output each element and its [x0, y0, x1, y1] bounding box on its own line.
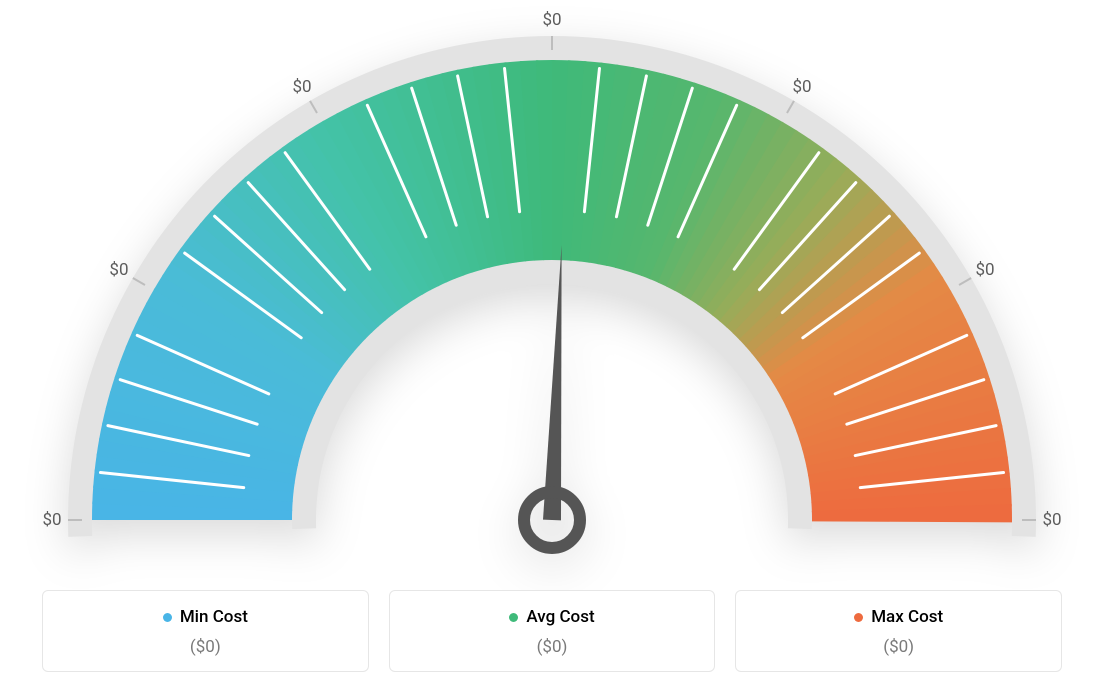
gauge-svg: [42, 0, 1062, 560]
legend-label: Avg Cost: [526, 607, 594, 627]
gauge-tick-label: $0: [109, 260, 128, 280]
legend-card-min: Min Cost ($0): [42, 590, 369, 673]
gauge-tick-label: $0: [975, 260, 994, 280]
legend-value-avg: ($0): [402, 637, 703, 657]
legend-value-max: ($0): [748, 637, 1049, 657]
legend-value-min: ($0): [55, 637, 356, 657]
gauge-tick-label: $0: [42, 510, 61, 530]
legend-row: Min Cost ($0) Avg Cost ($0) Max Cost ($0…: [0, 590, 1104, 673]
gauge-tick-label: $0: [292, 77, 311, 97]
gauge-tick-label: $0: [542, 10, 561, 30]
legend-label: Min Cost: [180, 607, 248, 627]
legend-title-min: Min Cost: [163, 607, 248, 627]
gauge-chart: $0 $0 $0 $0 $0 $0 $0: [42, 0, 1062, 560]
legend-title-avg: Avg Cost: [509, 607, 594, 627]
dot-icon: [854, 613, 863, 622]
legend-title-max: Max Cost: [854, 607, 943, 627]
legend-label: Max Cost: [871, 607, 943, 627]
gauge-tick-label: $0: [1042, 510, 1061, 530]
dot-icon: [163, 613, 172, 622]
legend-card-avg: Avg Cost ($0): [389, 590, 716, 673]
gauge-tick-label: $0: [792, 77, 811, 97]
legend-card-max: Max Cost ($0): [735, 590, 1062, 673]
dot-icon: [509, 613, 518, 622]
